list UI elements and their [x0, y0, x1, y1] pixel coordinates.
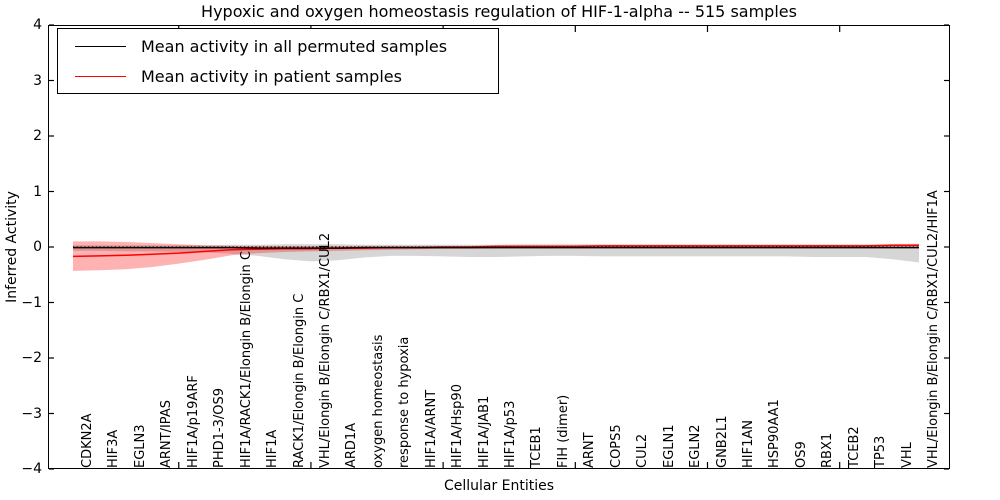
legend-item-permuted: Mean activity in all permuted samples [75, 33, 498, 59]
y-tick-label: 1 [33, 183, 42, 200]
x-tick-label: HIF1A/p19ARF [185, 375, 201, 468]
plot-frame [48, 25, 950, 469]
x-tick-label: HIF1A/RACK1/Elongin B/Elongin C [238, 251, 254, 468]
x-tick-label: RACK1/Elongin B/Elongin C [291, 293, 307, 468]
x-tick-label: COPS5 [608, 424, 624, 468]
x-tick-label: VHL/Elongin B/Elongin C/RBX1/CUL2 [317, 232, 333, 468]
legend-line-patient-icon [75, 75, 126, 77]
y-tick-label: 0 [33, 239, 42, 255]
legend-label-patient: Mean activity in patient samples [141, 66, 402, 86]
legend-label-permuted: Mean activity in all permuted samples [141, 36, 448, 56]
x-tick-label: FIH (dimer) [555, 394, 571, 468]
x-tick-label: response to hypoxia [397, 336, 413, 468]
x-tick-label: RBX1 [820, 432, 836, 468]
x-tick-label: VHL [899, 442, 915, 468]
x-tick-label: EGLN1 [661, 424, 677, 468]
x-tick-label: EGLN2 [688, 424, 704, 468]
x-tick-label: TP53 [873, 435, 889, 468]
chart-title: Hypoxic and oxygen homeostasis regulatio… [201, 2, 797, 21]
x-tick-label: ARNT/IPAS [159, 400, 175, 468]
x-tick-label: TCEB2 [846, 426, 862, 468]
y-tick-label: −1 [21, 294, 42, 311]
mean-line-permuted [73, 246, 919, 249]
y-tick-label: −2 [21, 350, 42, 366]
x-tick-label: HIF1A/p53 [503, 400, 518, 468]
legend-line-permuted-icon [75, 45, 126, 47]
x-tick-label: oxygen homeostasis [370, 334, 386, 468]
x-tick-label: HIF3A [106, 429, 122, 468]
x-tick-label: GNB2L1 [714, 415, 730, 468]
x-tick-label: PHD1-3/OS9 [212, 388, 228, 468]
legend: Mean activity in all permuted samples Me… [57, 28, 499, 94]
x-tick-label: CUL2 [635, 433, 651, 468]
x-tick-label: HIF1A [265, 429, 281, 468]
x-tick-label: TCEB1 [529, 426, 545, 468]
y-tick-label: 2 [33, 128, 42, 144]
y-tick-label: −3 [21, 405, 42, 422]
legend-item-patient: Mean activity in patient samples [75, 63, 498, 89]
x-tick-label: HIF1AN [740, 420, 756, 468]
x-tick-label: ARNT [582, 432, 598, 468]
y-tick-label: 3 [33, 72, 42, 89]
x-tick-label: HIF1A/ARNT [423, 389, 439, 468]
x-tick-label: HIF1A/JAB1 [476, 395, 492, 468]
y-tick-label: −4 [21, 461, 42, 477]
x-tick-label: EGLN3 [132, 424, 148, 468]
y-tick-label: 4 [33, 17, 42, 33]
x-tick-label: VHL/Elongin B/Elongin C/RBX1/CUL2/HIF1A [926, 190, 941, 468]
x-tick-label: HSP90AA1 [767, 399, 783, 468]
x-axis-label: Cellular Entities [443, 478, 555, 494]
x-tick-label: HIF1A/Hsp90 [450, 384, 466, 468]
x-tick-label: ARD1A [344, 422, 360, 468]
x-tick-label: OS9 [793, 441, 809, 468]
x-tick-label: CDKN2A [80, 413, 95, 468]
